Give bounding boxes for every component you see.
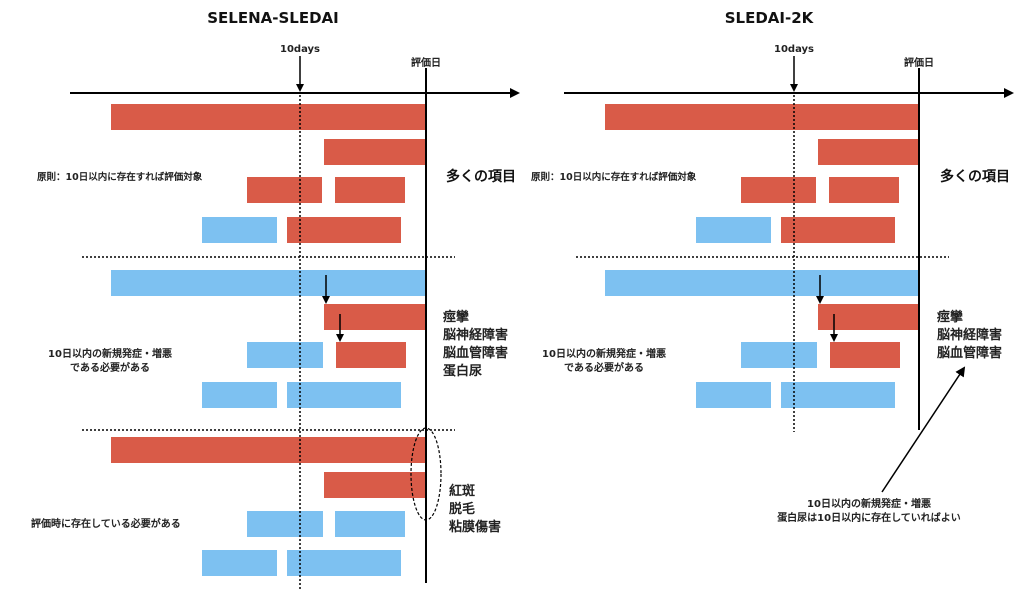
left-eval-day-label: 評価日 xyxy=(411,56,441,69)
left-note-new-onset-1: 10日以内の新規発症・増悪 xyxy=(48,347,172,360)
left-group3-item: 脱毛 xyxy=(449,501,475,517)
right-group2-item: 脳血管障害 xyxy=(937,345,1002,361)
left-group2-item: 脳神経障害 xyxy=(443,327,508,343)
left-group2-item: 蛋白尿 xyxy=(443,363,482,379)
left-group3-item: 紅斑 xyxy=(449,483,475,499)
left-red-bar xyxy=(111,437,426,463)
left-note-new-onset-2: である必要がある xyxy=(70,361,150,374)
left-group3-item: 粘膜傷害 xyxy=(448,519,501,535)
right-red-bar xyxy=(818,139,920,165)
right-blue-bar xyxy=(696,382,771,408)
left-red-bar xyxy=(324,139,426,165)
right-blue-bar xyxy=(696,217,771,243)
left-blue-bar xyxy=(202,550,277,576)
left-title: SELENA-SLEDAI xyxy=(207,9,339,27)
right-10days-label: 10days xyxy=(774,44,814,55)
left-blue-bar xyxy=(287,382,401,408)
left-blue-bar xyxy=(247,511,323,537)
right-title: SLEDAI-2K xyxy=(725,9,815,27)
left-blue-bar xyxy=(111,270,426,296)
lines-layer xyxy=(70,56,1014,590)
right-eval-day-label: 評価日 xyxy=(904,56,934,69)
right-red-bar xyxy=(818,304,920,330)
left-blue-bar xyxy=(287,550,401,576)
left-red-bar xyxy=(335,177,405,203)
left-10days-label: 10days xyxy=(280,44,320,55)
right-red-bar xyxy=(605,104,920,130)
right-blue-bar xyxy=(741,342,817,368)
left-note-present: 評価時に存在している必要がある xyxy=(31,517,181,530)
right-annotation-1: 10日以内の新規発症・増悪 xyxy=(807,497,931,510)
left-highlight-ellipse xyxy=(410,427,442,521)
left-red-bar xyxy=(247,177,322,203)
bars-layer xyxy=(111,104,920,576)
right-group2-item: 痙攣 xyxy=(936,309,963,325)
right-blue-bar xyxy=(605,270,920,296)
left-red-bar xyxy=(111,104,426,130)
left-blue-bar xyxy=(202,382,277,408)
right-group2-item: 脳神経障害 xyxy=(937,327,1002,343)
right-red-bar xyxy=(829,177,899,203)
right-annotation-2: 蛋白尿は10日以内に存在していればよい xyxy=(777,511,961,524)
right-note-new-onset-1: 10日以内の新規発症・増悪 xyxy=(542,347,666,360)
left-note-principle: 原則：10日以内に存在すれば評価対象 xyxy=(37,171,203,183)
right-group1-label: 多くの項目 xyxy=(940,168,1010,185)
right-note-principle: 原則：10日以内に存在すれば評価対象 xyxy=(531,171,697,183)
right-annotation-arrow xyxy=(881,366,966,493)
right-red-bar xyxy=(741,177,816,203)
right-note-new-onset-2: である必要がある xyxy=(564,361,644,374)
left-red-bar xyxy=(287,217,401,243)
left-blue-bar xyxy=(247,342,323,368)
left-blue-bar xyxy=(202,217,277,243)
left-blue-bar xyxy=(335,511,405,537)
left-red-bar xyxy=(324,472,426,498)
left-group1-label: 多くの項目 xyxy=(446,168,516,185)
left-red-bar xyxy=(324,304,426,330)
right-red-bar xyxy=(830,342,900,368)
left-red-bar xyxy=(336,342,406,368)
left-group2-item: 脳血管障害 xyxy=(443,345,508,361)
right-red-bar xyxy=(781,217,895,243)
right-blue-bar xyxy=(781,382,895,408)
left-group2-item: 痙攣 xyxy=(442,309,469,325)
